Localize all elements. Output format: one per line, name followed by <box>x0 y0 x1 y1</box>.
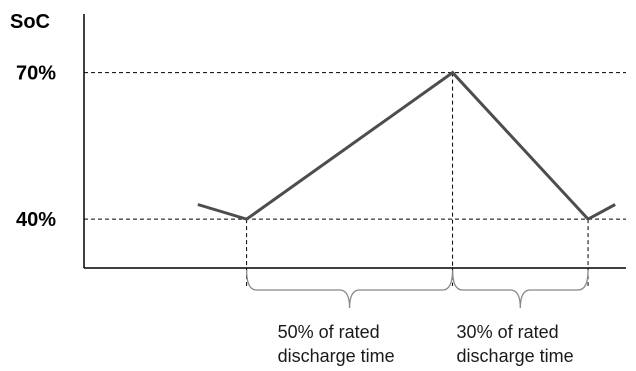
soc-series <box>197 70 616 222</box>
y-tick-label-40: 40% <box>16 209 56 231</box>
duration-label-1-line-1: 50% of rated <box>278 322 380 342</box>
duration-braces <box>245 269 589 309</box>
y-tick-labels: 40% 70% <box>16 63 56 232</box>
duration-label-2-line-1: 30% of rated <box>457 322 559 342</box>
duration-brace-1 <box>245 269 454 309</box>
duration-annotations: 50% of rated discharge time 30% of rated di… <box>278 322 574 366</box>
dashed-guides <box>84 72 626 286</box>
duration-label-2-line-2: discharge time <box>457 346 574 366</box>
duration-brace-2 <box>451 269 589 309</box>
y-axis-title: SoC <box>10 11 50 33</box>
soc-line <box>197 70 616 222</box>
y-tick-label-70: 70% <box>16 63 56 85</box>
axes <box>83 14 626 269</box>
duration-label-1-line-2: discharge time <box>278 346 395 366</box>
